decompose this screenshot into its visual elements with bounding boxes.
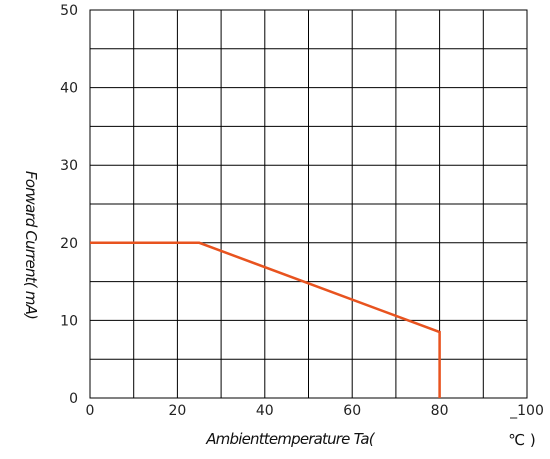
y-tick-label: 50 xyxy=(60,3,78,19)
y-tick-labels: 0 10 20 30 40 50 xyxy=(60,3,78,407)
y-tick-label: 10 xyxy=(60,313,78,329)
x-tick-label: 20 xyxy=(168,403,186,419)
series-group xyxy=(90,241,441,398)
series-line-0 xyxy=(90,241,441,398)
x-tick-label: _100 xyxy=(509,403,544,419)
x-tick-labels: 0 20 40 60 80 _100 xyxy=(86,403,544,419)
plot-frame xyxy=(89,9,528,399)
y-tick-label: 20 xyxy=(60,236,78,252)
y-tick-label: 30 xyxy=(60,158,78,174)
x-tick-label: 60 xyxy=(343,403,361,419)
y-tick-label: 0 xyxy=(69,391,78,407)
y-axis-label: Forward Current( mA) xyxy=(22,171,40,319)
x-axis-unit: ℃ ) xyxy=(508,431,535,449)
x-tick-label: 40 xyxy=(256,403,274,419)
y-tick-label: 40 xyxy=(60,81,78,97)
x-tick-label: 80 xyxy=(431,403,449,419)
grid xyxy=(90,10,527,398)
x-axis-label: Ambienttemperature Ta( xyxy=(205,430,376,448)
x-tick-label: 0 xyxy=(86,403,95,419)
